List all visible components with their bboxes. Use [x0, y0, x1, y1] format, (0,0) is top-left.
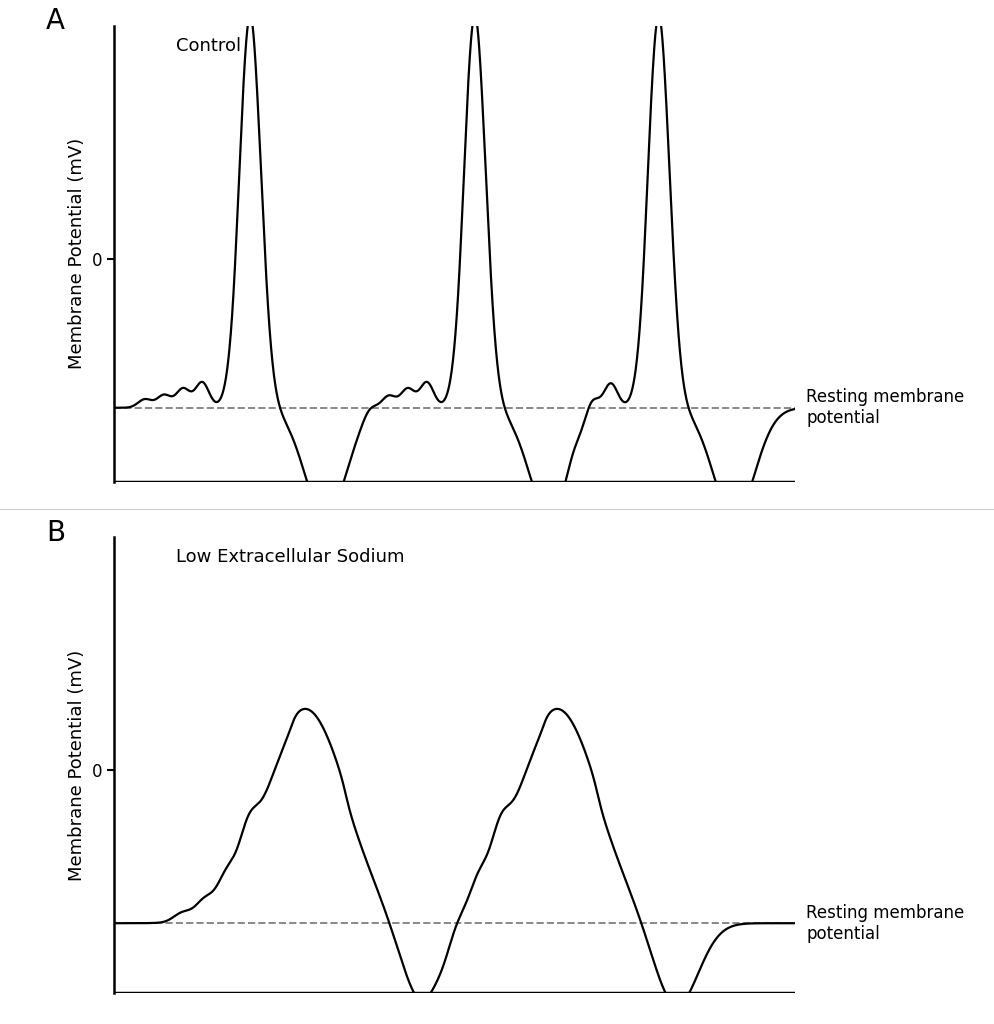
Text: B: B	[46, 518, 66, 547]
Y-axis label: Membrane Potential (mV): Membrane Potential (mV)	[69, 138, 86, 370]
Text: Resting membrane
potential: Resting membrane potential	[806, 388, 964, 427]
Text: Resting membrane
potential: Resting membrane potential	[806, 904, 964, 943]
Text: Control: Control	[176, 37, 241, 55]
Text: A: A	[46, 7, 66, 36]
Text: Low Extracellular Sodium: Low Extracellular Sodium	[176, 548, 405, 566]
Y-axis label: Membrane Potential (mV): Membrane Potential (mV)	[69, 649, 86, 881]
